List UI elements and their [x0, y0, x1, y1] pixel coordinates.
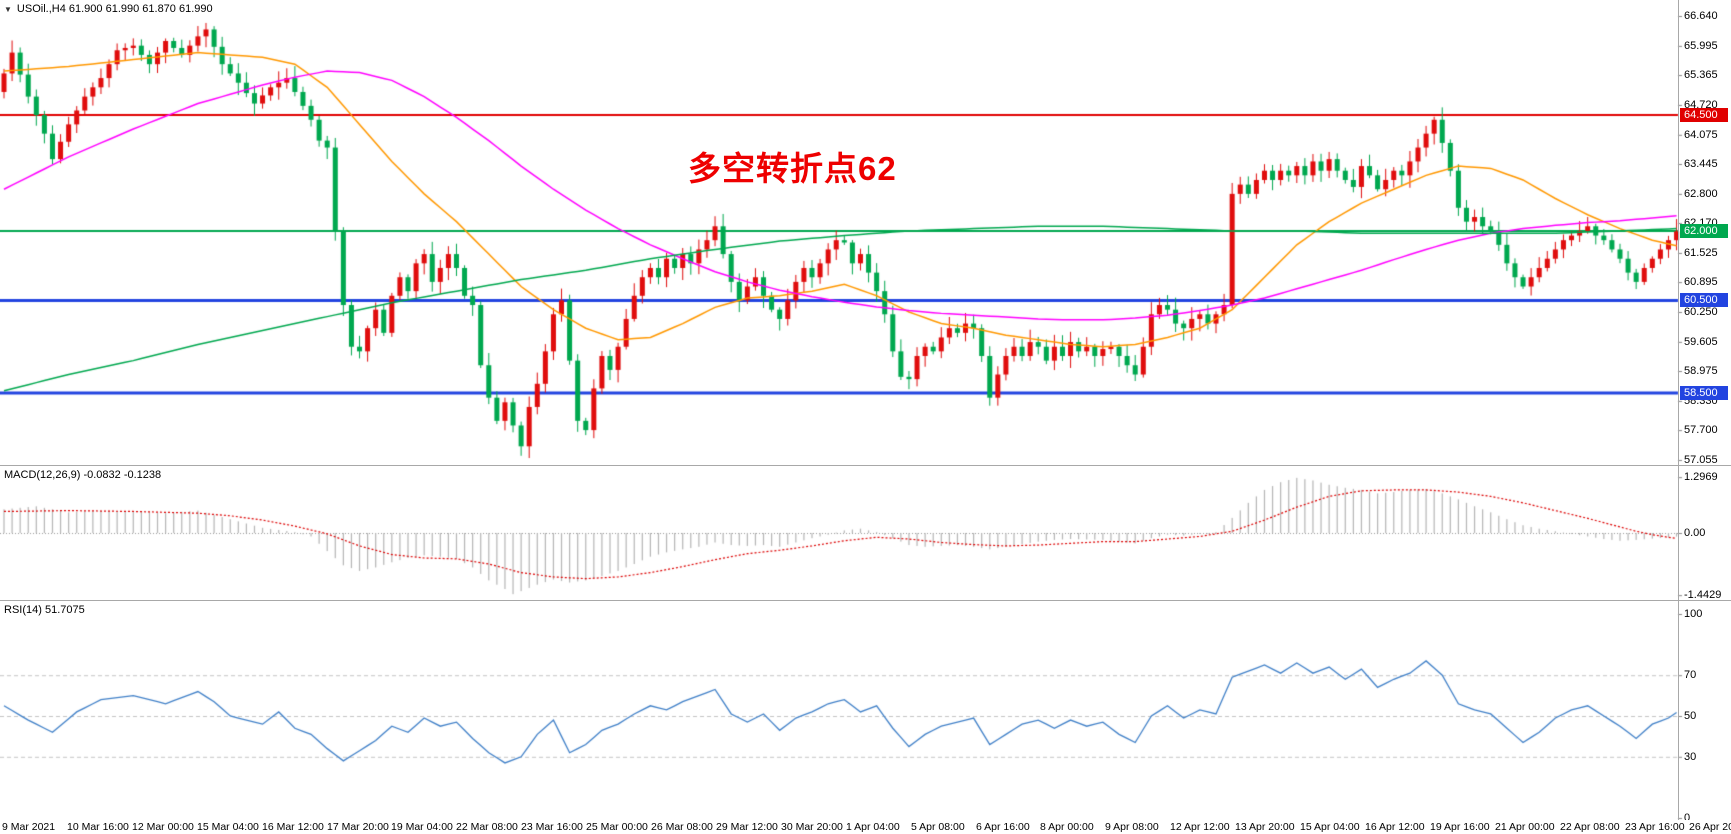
rsi-indicator-label: RSI(14) 51.7075: [4, 604, 85, 616]
time-label: 6 Apr 16:00: [976, 821, 1030, 833]
time-label: 29 Mar 12:00: [716, 821, 778, 833]
price-tick: 58.975: [1684, 365, 1718, 378]
time-label: 12 Apr 12:00: [1170, 821, 1230, 833]
time-label: 21 Apr 00:00: [1495, 821, 1555, 833]
price-tick: 64.075: [1684, 128, 1718, 141]
rsi-tick: 0: [1684, 812, 1691, 824]
time-label: 25 Mar 00:00: [586, 821, 648, 833]
rsi-tick: 100: [1684, 608, 1703, 620]
rsi-axis[interactable]: 100 70 50 30 0: [1678, 601, 1731, 824]
time-label: 23 Mar 16:00: [521, 821, 583, 833]
price-tick: 61.525: [1684, 246, 1718, 259]
time-label: 17 Mar 20:00: [327, 821, 389, 833]
scale-separator: [1678, 0, 1679, 820]
macd-indicator-label: MACD(12,26,9) -0.0832 -0.1238: [4, 469, 162, 481]
time-label: 5 Apr 08:00: [911, 821, 965, 833]
chart-title-text: USOil.,H4 61.900 61.990 61.870 61.990: [16, 3, 213, 15]
time-label: 16 Mar 12:00: [262, 821, 324, 833]
price-tick: 62.800: [1684, 187, 1718, 200]
price-tick: 60.250: [1684, 305, 1718, 318]
time-label: 30 Mar 20:00: [781, 821, 843, 833]
macd-tick: 1.2969: [1684, 471, 1718, 484]
time-label: 1 Apr 04:00: [846, 821, 900, 833]
time-label: 19 Apr 16:00: [1430, 821, 1490, 833]
price-level-badge: 58.500: [1680, 386, 1728, 401]
price-axis[interactable]: 66.640 65.995 65.365 64.720 64.075 63.445 62.8…: [1678, 0, 1731, 820]
panel-separator-macd[interactable]: [0, 465, 1731, 466]
chart-expand-icon[interactable]: ▼: [4, 5, 12, 14]
price-tick: 64.720: [1684, 98, 1718, 111]
time-label: 26 Apr 20:00: [1689, 821, 1731, 833]
chart-title-bar: ▼ USOil.,H4 61.900 61.990 61.870 61.990: [4, 3, 213, 15]
price-level-badge: 60.500: [1680, 293, 1728, 308]
price-level-badge: 62.000: [1680, 223, 1728, 238]
time-label: 8 Apr 00:00: [1040, 821, 1094, 833]
rsi-tick: 30: [1684, 750, 1697, 763]
time-label: 13 Apr 20:00: [1235, 821, 1295, 833]
rsi-tick: 70: [1684, 669, 1697, 682]
price-tick: 57.700: [1684, 424, 1718, 437]
macd-axis[interactable]: 1.2969 0.00 -1.4429: [1678, 466, 1731, 602]
time-label: 26 Mar 08:00: [651, 821, 713, 833]
price-level-badge: 64.500: [1680, 108, 1728, 123]
macd-tick: 0.00: [1684, 527, 1706, 539]
time-label: 22 Apr 08:00: [1560, 821, 1620, 833]
time-label: 15 Apr 04:00: [1300, 821, 1360, 833]
time-axis[interactable]: 9 Mar 2021 10 Mar 16:00 12 Mar 00:00 15 Mar…: [0, 820, 1731, 834]
time-label: 9 Mar 2021: [2, 821, 56, 833]
time-label: 19 Mar 04:00: [391, 821, 453, 833]
time-label: 9 Apr 08:00: [1105, 821, 1159, 833]
price-tick: 57.055: [1684, 453, 1718, 466]
time-label: 23 Apr 16:00: [1625, 821, 1685, 833]
time-label: 22 Mar 08:00: [456, 821, 518, 833]
time-label: 15 Mar 04:00: [197, 821, 259, 833]
price-tick: 59.605: [1684, 335, 1718, 348]
time-label: 12 Mar 00:00: [132, 821, 194, 833]
price-tick: 65.365: [1684, 69, 1718, 82]
price-tick: 66.640: [1684, 10, 1718, 22]
rsi-tick: 50: [1684, 710, 1697, 722]
panel-separator-rsi[interactable]: [0, 600, 1731, 601]
macd-tick: -1.4429: [1684, 589, 1722, 602]
time-label: 16 Apr 12:00: [1365, 821, 1425, 833]
price-tick: 63.445: [1684, 157, 1718, 170]
price-tick: 65.995: [1684, 39, 1718, 52]
time-label: 10 Mar 16:00: [67, 821, 129, 833]
chart-annotation-text[interactable]: 多空转折点62: [688, 150, 897, 187]
price-tick: 60.895: [1684, 276, 1718, 289]
